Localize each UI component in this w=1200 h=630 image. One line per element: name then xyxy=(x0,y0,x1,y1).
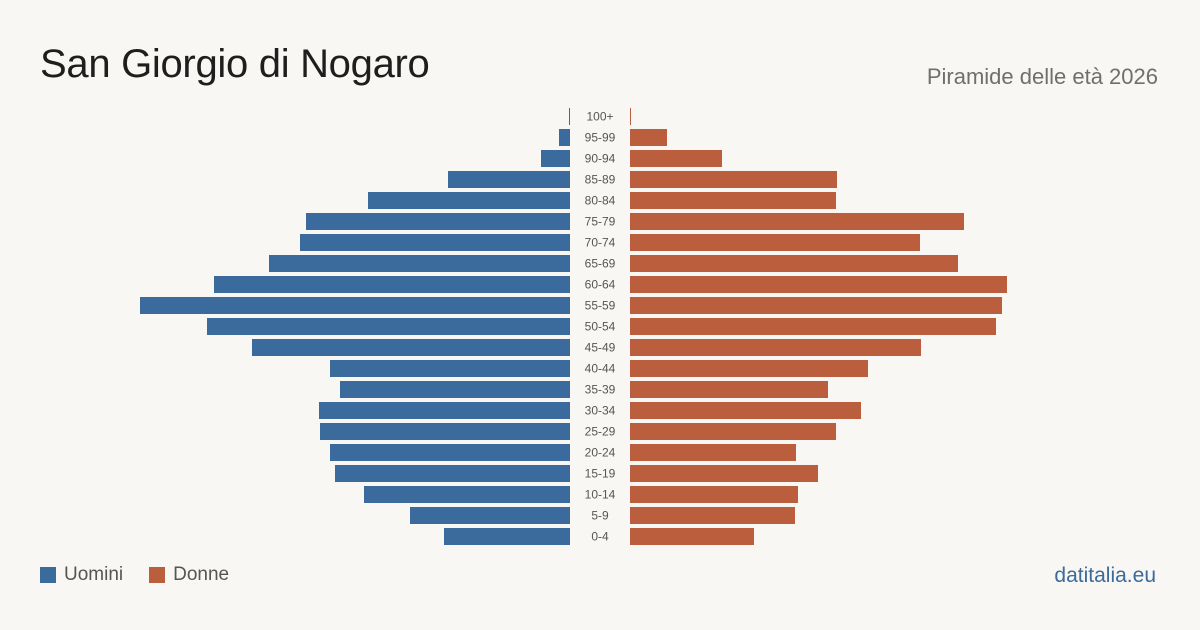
legend-item-men: Uomini xyxy=(40,564,123,586)
age-label-40-44: 40-44 xyxy=(585,362,616,376)
age-label-100+: 100+ xyxy=(586,110,613,124)
bar-men-65-69 xyxy=(269,255,570,272)
age-label-60-64: 60-64 xyxy=(585,278,616,292)
legend-swatch-men xyxy=(40,567,56,583)
bar-women-60-64 xyxy=(630,276,1007,293)
legend: Uomini Donne xyxy=(40,564,255,586)
age-label-95-99: 95-99 xyxy=(585,131,616,145)
age-label-90-94: 90-94 xyxy=(585,152,616,166)
age-label-20-24: 20-24 xyxy=(585,446,616,460)
bar-women-20-24 xyxy=(630,444,796,461)
legend-item-women: Donne xyxy=(149,564,229,586)
bar-men-70-74 xyxy=(300,234,570,251)
bar-men-5-9 xyxy=(410,507,570,524)
source-link[interactable]: datitalia.eu xyxy=(1054,564,1156,587)
age-label-15-19: 15-19 xyxy=(585,467,616,481)
bar-women-65-69 xyxy=(630,255,958,272)
age-label-50-54: 50-54 xyxy=(585,320,616,334)
bar-men-85-89 xyxy=(448,171,570,188)
chart-subtitle: Piramide delle età 2026 xyxy=(926,64,1158,89)
bar-women-10-14 xyxy=(630,486,798,503)
bar-women-5-9 xyxy=(630,507,795,524)
bar-men-55-59 xyxy=(140,297,570,314)
legend-label-men: Uomini xyxy=(64,564,124,585)
bar-women-70-74 xyxy=(630,234,920,251)
bar-men-80-84 xyxy=(368,192,570,209)
bar-men-35-39 xyxy=(340,381,570,398)
bar-men-100+ xyxy=(569,108,570,125)
bar-women-90-94 xyxy=(630,150,722,167)
bar-men-10-14 xyxy=(364,486,570,503)
bar-women-0-4 xyxy=(630,528,754,545)
age-label-10-14: 10-14 xyxy=(585,488,616,502)
bar-men-40-44 xyxy=(330,360,570,377)
bar-women-15-19 xyxy=(630,465,818,482)
bar-women-100+ xyxy=(630,108,631,125)
age-label-0-4: 0-4 xyxy=(591,530,609,544)
legend-swatch-women xyxy=(149,567,166,583)
bar-women-30-34 xyxy=(630,402,861,419)
bar-men-15-19 xyxy=(335,465,570,482)
bar-men-20-24 xyxy=(330,444,570,461)
bar-men-75-79 xyxy=(306,213,570,230)
age-label-65-69: 65-69 xyxy=(585,257,616,271)
bar-women-50-54 xyxy=(630,318,996,335)
bar-women-85-89 xyxy=(630,171,837,188)
age-label-5-9: 5-9 xyxy=(591,509,609,523)
age-label-35-39: 35-39 xyxy=(585,383,616,397)
bar-women-95-99 xyxy=(630,129,667,146)
age-label-55-59: 55-59 xyxy=(585,299,616,313)
bar-women-40-44 xyxy=(630,360,868,377)
bar-men-60-64 xyxy=(214,276,570,293)
age-label-30-34: 30-34 xyxy=(585,404,616,418)
age-label-70-74: 70-74 xyxy=(585,236,616,250)
page-title: San Giorgio di Nogaro xyxy=(40,42,430,86)
bar-women-35-39 xyxy=(630,381,828,398)
bar-men-50-54 xyxy=(207,318,570,335)
bar-men-25-29 xyxy=(320,423,570,440)
bar-women-75-79 xyxy=(630,213,964,230)
bar-women-55-59 xyxy=(630,297,1002,314)
age-label-80-84: 80-84 xyxy=(585,194,616,208)
bar-men-90-94 xyxy=(541,150,570,167)
bar-women-80-84 xyxy=(630,192,836,209)
bar-men-45-49 xyxy=(252,339,570,356)
bar-men-95-99 xyxy=(559,129,570,146)
age-label-85-89: 85-89 xyxy=(585,173,616,187)
bar-men-0-4 xyxy=(444,528,570,545)
age-label-25-29: 25-29 xyxy=(585,425,616,439)
legend-label-women: Donne xyxy=(173,564,230,585)
age-label-45-49: 45-49 xyxy=(585,341,616,355)
bar-women-45-49 xyxy=(630,339,921,356)
age-label-75-79: 75-79 xyxy=(585,215,616,229)
bar-women-25-29 xyxy=(630,423,836,440)
bar-men-30-34 xyxy=(319,402,570,419)
